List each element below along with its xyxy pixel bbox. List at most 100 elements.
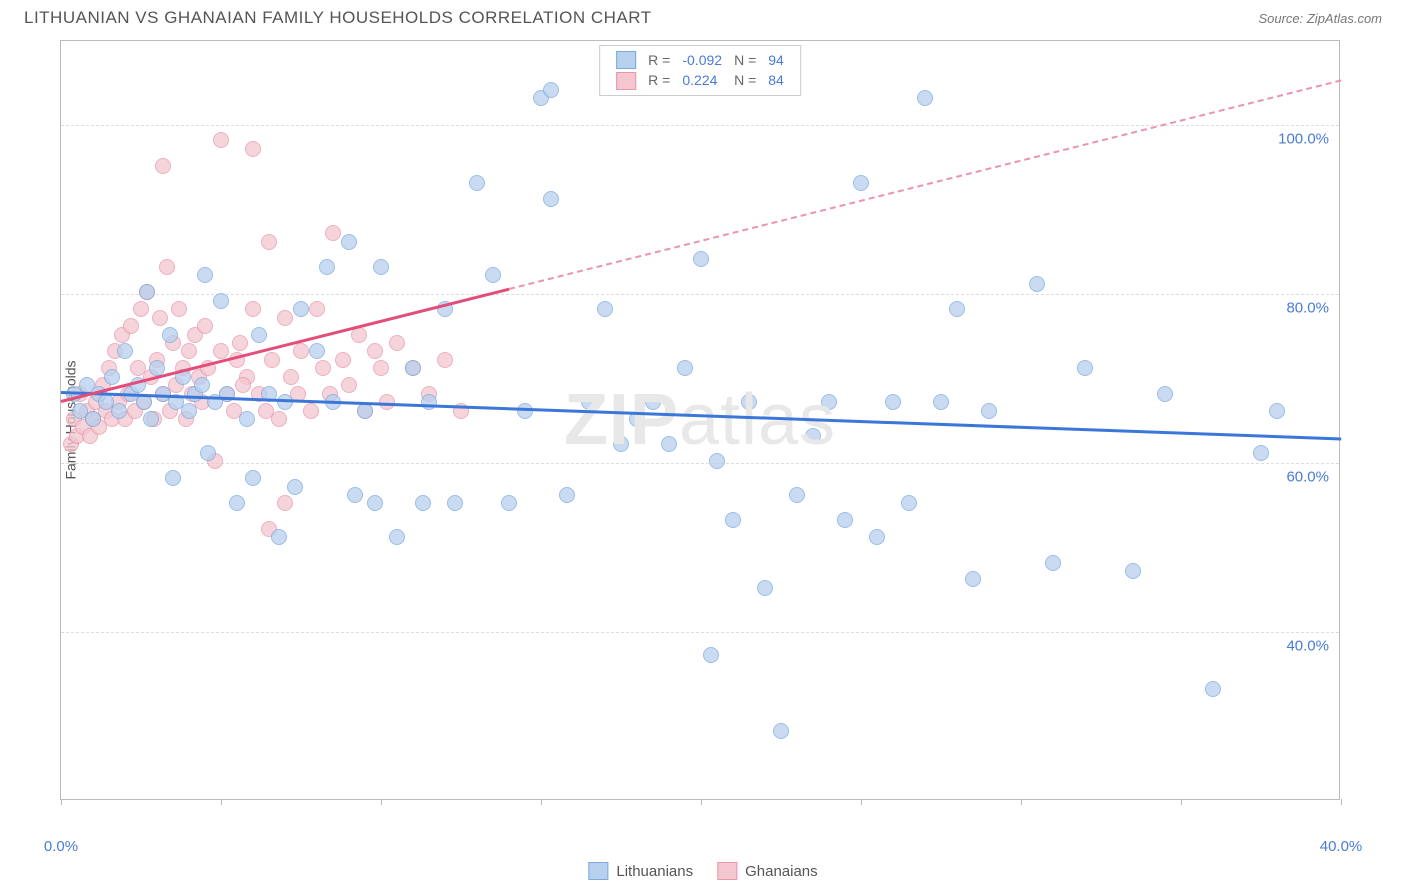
data-point bbox=[501, 495, 517, 511]
data-point bbox=[901, 495, 917, 511]
x-tick-mark bbox=[1181, 799, 1182, 805]
data-point bbox=[162, 327, 178, 343]
data-point bbox=[165, 470, 181, 486]
legend-row: R =0.224N =84 bbox=[610, 70, 790, 90]
data-point bbox=[200, 445, 216, 461]
data-point bbox=[447, 495, 463, 511]
data-point bbox=[111, 403, 127, 419]
data-point bbox=[1045, 555, 1061, 571]
legend-n-value: 84 bbox=[762, 70, 790, 90]
data-point bbox=[1125, 563, 1141, 579]
data-point bbox=[709, 453, 725, 469]
data-point bbox=[235, 377, 251, 393]
data-point bbox=[559, 487, 575, 503]
data-point bbox=[213, 293, 229, 309]
data-point bbox=[123, 318, 139, 334]
data-point bbox=[197, 318, 213, 334]
data-point bbox=[837, 512, 853, 528]
data-point bbox=[405, 360, 421, 376]
gridline bbox=[61, 632, 1339, 633]
data-point bbox=[693, 251, 709, 267]
y-tick-label: 100.0% bbox=[1278, 131, 1329, 148]
data-point bbox=[367, 495, 383, 511]
data-point bbox=[155, 158, 171, 174]
data-point bbox=[373, 360, 389, 376]
data-point bbox=[309, 343, 325, 359]
data-point bbox=[181, 403, 197, 419]
gridline bbox=[61, 294, 1339, 295]
x-tick-mark bbox=[541, 799, 542, 805]
data-point bbox=[232, 335, 248, 351]
data-point bbox=[171, 301, 187, 317]
data-point bbox=[194, 377, 210, 393]
data-point bbox=[133, 301, 149, 317]
x-tick-mark bbox=[221, 799, 222, 805]
data-point bbox=[389, 529, 405, 545]
x-tick-mark bbox=[61, 799, 62, 805]
data-point bbox=[139, 284, 155, 300]
gridline bbox=[61, 463, 1339, 464]
data-point bbox=[287, 479, 303, 495]
data-point bbox=[1253, 445, 1269, 461]
legend-n-label: N = bbox=[728, 50, 762, 70]
legend-item: Lithuanians bbox=[588, 862, 693, 880]
data-point bbox=[1077, 360, 1093, 376]
x-tick-label: 40.0% bbox=[1320, 838, 1363, 855]
data-point bbox=[277, 495, 293, 511]
data-point bbox=[1269, 403, 1285, 419]
data-point bbox=[213, 343, 229, 359]
chart-container: LITHUANIAN VS GHANAIAN FAMILY HOUSEHOLDS… bbox=[0, 0, 1406, 892]
data-point bbox=[933, 394, 949, 410]
data-point bbox=[597, 301, 613, 317]
data-point bbox=[245, 470, 261, 486]
legend-row: R =-0.092N =94 bbox=[610, 50, 790, 70]
data-point bbox=[85, 411, 101, 427]
data-point bbox=[469, 175, 485, 191]
x-tick-mark bbox=[861, 799, 862, 805]
x-tick-mark bbox=[1021, 799, 1022, 805]
legend-label: Lithuanians bbox=[616, 863, 693, 880]
data-point bbox=[805, 428, 821, 444]
legend-label: Ghanaians bbox=[745, 863, 818, 880]
data-point bbox=[239, 411, 255, 427]
data-point bbox=[885, 394, 901, 410]
data-point bbox=[661, 436, 677, 452]
data-point bbox=[853, 175, 869, 191]
data-point bbox=[303, 403, 319, 419]
chart-title: LITHUANIAN VS GHANAIAN FAMILY HOUSEHOLDS… bbox=[24, 8, 652, 28]
data-point bbox=[1029, 276, 1045, 292]
data-point bbox=[613, 436, 629, 452]
legend-item: Ghanaians bbox=[717, 862, 818, 880]
data-point bbox=[197, 267, 213, 283]
data-point bbox=[347, 487, 363, 503]
data-point bbox=[293, 301, 309, 317]
data-point bbox=[581, 394, 597, 410]
data-point bbox=[543, 82, 559, 98]
data-point bbox=[341, 377, 357, 393]
legend-swatch bbox=[588, 862, 608, 880]
data-point bbox=[389, 335, 405, 351]
data-point bbox=[277, 310, 293, 326]
data-point bbox=[543, 191, 559, 207]
data-point bbox=[917, 90, 933, 106]
data-point bbox=[1205, 681, 1221, 697]
data-point bbox=[271, 411, 287, 427]
data-point bbox=[1157, 386, 1173, 402]
legend-swatch bbox=[616, 72, 636, 90]
data-point bbox=[213, 132, 229, 148]
data-point bbox=[283, 369, 299, 385]
data-point bbox=[104, 369, 120, 385]
legend-r-value: -0.092 bbox=[676, 50, 728, 70]
data-point bbox=[181, 343, 197, 359]
data-point bbox=[367, 343, 383, 359]
data-point bbox=[773, 723, 789, 739]
data-point bbox=[159, 259, 175, 275]
legend-r-value: 0.224 bbox=[676, 70, 728, 90]
data-point bbox=[319, 259, 335, 275]
data-point bbox=[677, 360, 693, 376]
legend-swatch bbox=[616, 51, 636, 69]
legend-n-label: N = bbox=[728, 70, 762, 90]
data-point bbox=[117, 343, 133, 359]
data-point bbox=[245, 301, 261, 317]
data-point bbox=[245, 141, 261, 157]
